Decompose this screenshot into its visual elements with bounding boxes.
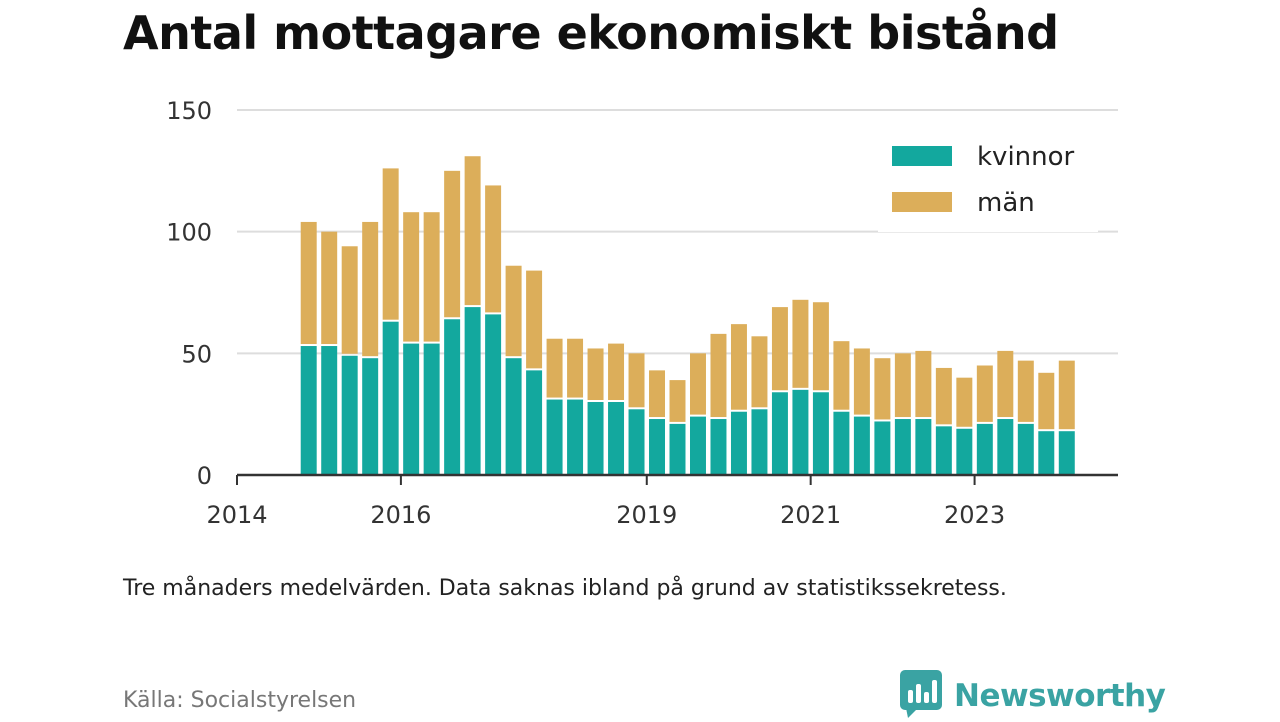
bar-man bbox=[546, 338, 563, 398]
bar-kvinnor bbox=[1038, 431, 1055, 475]
bar-kvinnor bbox=[444, 319, 461, 475]
bar-kvinnor bbox=[608, 402, 625, 475]
x-tick-label: 2016 bbox=[370, 501, 431, 529]
bar-man bbox=[874, 358, 891, 420]
bar-man bbox=[628, 353, 645, 408]
y-tick-label: 100 bbox=[166, 219, 212, 247]
y-tick-label: 150 bbox=[166, 97, 212, 125]
bar-kvinnor bbox=[874, 421, 891, 475]
source-label: Källa: Socialstyrelsen bbox=[123, 688, 357, 713]
bar-kvinnor bbox=[997, 419, 1014, 475]
bar-man bbox=[1017, 360, 1034, 422]
bar-man bbox=[751, 336, 768, 408]
chart-note: Tre månaders medelvärden. Data saknas ib… bbox=[123, 576, 1007, 601]
brand-logo: Newsworthy bbox=[900, 670, 1166, 722]
bar-kvinnor bbox=[505, 358, 522, 475]
bar-man bbox=[833, 341, 850, 410]
legend-swatch bbox=[892, 192, 952, 212]
bar-man bbox=[608, 343, 625, 400]
x-tick-label: 2014 bbox=[206, 501, 267, 529]
x-tick-label: 2019 bbox=[616, 501, 677, 529]
bar-man bbox=[997, 350, 1014, 418]
bar-kvinnor bbox=[894, 419, 911, 475]
legend-box bbox=[878, 128, 1098, 232]
bar-kvinnor bbox=[403, 343, 420, 475]
bar-kvinnor bbox=[935, 426, 952, 475]
bar-man bbox=[710, 333, 727, 418]
bar-kvinnor bbox=[710, 419, 727, 475]
bar-man bbox=[976, 365, 993, 422]
bar-man bbox=[587, 348, 604, 400]
bar-kvinnor bbox=[485, 314, 502, 475]
bar-man bbox=[423, 212, 440, 342]
bar-man bbox=[935, 367, 952, 425]
bar-kvinnor bbox=[1017, 423, 1034, 475]
bar-kvinnor bbox=[382, 321, 399, 475]
stacked-bar-chart: 0 50 100 150 2014 2016 2019 2021 2023 kvinnor män bbox=[166, 97, 1118, 529]
bar-man bbox=[464, 156, 481, 306]
newsworthy-logo-icon bbox=[900, 670, 942, 722]
bar-kvinnor bbox=[956, 428, 973, 475]
bar-kvinnor bbox=[526, 370, 543, 475]
bar-man bbox=[300, 221, 317, 345]
bar-man bbox=[526, 270, 543, 369]
bar-kvinnor bbox=[976, 423, 993, 475]
bar-kvinnor bbox=[792, 389, 809, 475]
bar-man bbox=[444, 170, 461, 318]
bar-man bbox=[915, 350, 932, 418]
bar-kvinnor bbox=[649, 419, 666, 475]
bar-kvinnor bbox=[546, 399, 563, 475]
bar-man bbox=[853, 348, 870, 415]
bar-man bbox=[689, 353, 706, 415]
bar-kvinnor bbox=[730, 411, 747, 475]
bar-man bbox=[812, 302, 829, 391]
x-tick-label: 2023 bbox=[944, 501, 1005, 529]
legend-label: kvinnor bbox=[977, 142, 1075, 172]
bar-kvinnor bbox=[587, 402, 604, 475]
bar-man bbox=[341, 246, 358, 354]
bar-kvinnor bbox=[567, 399, 584, 475]
bar-man bbox=[649, 370, 666, 418]
bar-kvinnor bbox=[300, 346, 317, 475]
bar-kvinnor bbox=[833, 411, 850, 475]
bar-man bbox=[403, 212, 420, 342]
bar-man bbox=[1058, 360, 1075, 430]
bar-kvinnor bbox=[669, 423, 686, 475]
x-tick-label: 2021 bbox=[780, 501, 841, 529]
bar-man bbox=[382, 168, 399, 320]
bar-man bbox=[669, 380, 686, 422]
bar-kvinnor bbox=[771, 392, 788, 475]
bar-kvinnor bbox=[1058, 431, 1075, 475]
bar-man bbox=[894, 353, 911, 418]
bar-man bbox=[567, 338, 584, 398]
bar-kvinnor bbox=[812, 392, 829, 475]
bar-kvinnor bbox=[464, 307, 481, 475]
bar-man bbox=[792, 299, 809, 388]
bar-kvinnor bbox=[853, 416, 870, 475]
bar-man bbox=[730, 324, 747, 410]
bar-kvinnor bbox=[751, 409, 768, 475]
bar-man bbox=[956, 377, 973, 427]
bar-man bbox=[321, 231, 338, 345]
bar-man bbox=[485, 185, 502, 313]
bar-kvinnor bbox=[362, 358, 379, 475]
bar-kvinnor bbox=[321, 346, 338, 475]
bar-kvinnor bbox=[628, 409, 645, 475]
bar-kvinnor bbox=[341, 355, 358, 475]
bar-kvinnor bbox=[915, 419, 932, 475]
legend-swatch bbox=[892, 146, 952, 166]
bar-man bbox=[362, 221, 379, 357]
bar-man bbox=[771, 307, 788, 391]
y-tick-label: 0 bbox=[197, 462, 212, 490]
bar-kvinnor bbox=[423, 343, 440, 475]
bar-man bbox=[1038, 372, 1055, 430]
chart-title: Antal mottagare ekonomiskt bistånd bbox=[123, 6, 1059, 60]
y-tick-label: 50 bbox=[181, 340, 212, 368]
bar-kvinnor bbox=[689, 416, 706, 475]
bar-man bbox=[505, 265, 522, 357]
legend-label: män bbox=[977, 188, 1035, 218]
brand-name: Newsworthy bbox=[954, 678, 1166, 714]
